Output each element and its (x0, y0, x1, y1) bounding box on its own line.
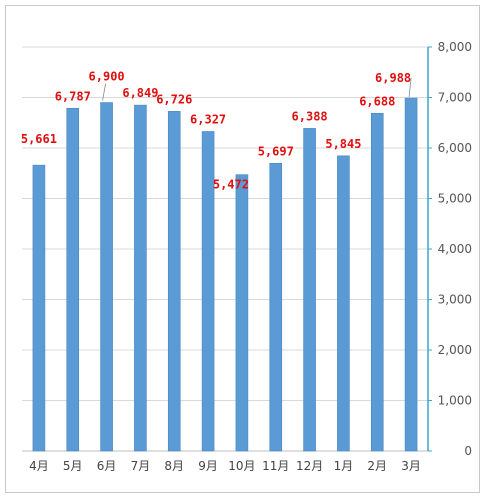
x-tick-label: 6月 (97, 459, 117, 473)
x-tick-label: 11月 (262, 459, 289, 473)
y-tick-label: 5,000 (438, 192, 472, 206)
y-tick-label: 7,000 (438, 91, 472, 105)
data-label: 5,472 (213, 178, 249, 192)
y-tick-label: 0 (464, 444, 472, 458)
data-label: 6,688 (359, 94, 395, 108)
x-tick-label: 10月 (228, 459, 255, 473)
x-tick-label: 4月 (29, 459, 49, 473)
data-label: 6,726 (156, 92, 192, 106)
data-label: 6,849 (122, 86, 158, 100)
leader-line (102, 83, 106, 101)
x-tick-label: 9月 (198, 459, 218, 473)
x-tick-label: 12月 (296, 459, 323, 473)
x-tick-label: 5月 (63, 459, 83, 473)
data-label: 5,661 (21, 132, 57, 146)
y-tick-label: 1,000 (438, 394, 472, 408)
bar (370, 112, 384, 452)
bar (32, 164, 46, 452)
data-label: 6,988 (375, 71, 411, 85)
bar (167, 111, 181, 452)
bar (337, 155, 350, 452)
y-tick-label: 4,000 (438, 242, 472, 256)
bar (269, 163, 283, 452)
data-label: 6,388 (292, 109, 328, 123)
bar (404, 97, 418, 452)
y-tick-label: 8,000 (438, 40, 472, 54)
data-label: 6,900 (89, 70, 125, 84)
bar (235, 174, 249, 452)
bar (201, 131, 215, 452)
data-label: 5,697 (258, 144, 294, 158)
leader-line (408, 78, 412, 98)
x-tick-label: 8月 (164, 459, 184, 473)
y-tick-label: 2,000 (438, 343, 472, 357)
data-label: 5,845 (325, 137, 361, 151)
x-tick-label: 1月 (334, 459, 354, 473)
bar (303, 128, 316, 452)
bar (134, 104, 147, 452)
x-tick-label: 3月 (401, 459, 421, 473)
data-label: 6,327 (190, 112, 226, 126)
y-tick-label: 6,000 (438, 141, 472, 155)
x-tick-label: 2月 (367, 459, 387, 473)
y-tick-label: 3,000 (438, 293, 472, 307)
data-label: 6,787 (55, 89, 91, 103)
x-tick-label: 7月 (131, 459, 151, 473)
bar (100, 102, 113, 452)
bar (66, 107, 80, 452)
